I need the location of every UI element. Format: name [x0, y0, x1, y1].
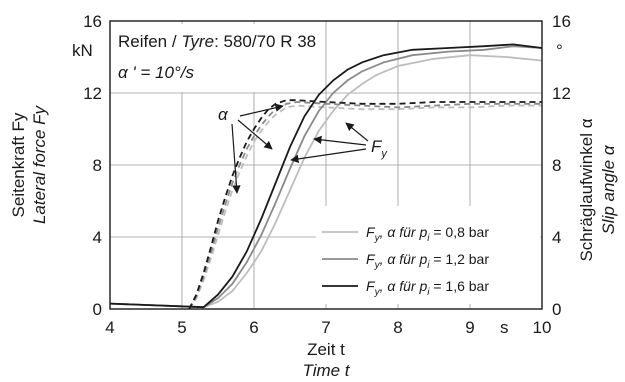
y-axis-title-en: Lateral force Fy: [30, 104, 49, 224]
y2-tick-label: 16: [552, 12, 571, 31]
y2-axis-title: Schräglaufwinkel α: [577, 118, 596, 261]
y-tick-label: 4: [93, 228, 102, 247]
x-unit: s: [500, 318, 509, 337]
y-tick-label: 0: [93, 300, 102, 319]
y2-unit: °: [556, 41, 563, 60]
slip-angle-line-2: [188, 101, 542, 310]
x-tick-label: 5: [177, 318, 186, 337]
y-axis-title: Seitenkraft Fy: [9, 112, 28, 217]
legend-box: [316, 206, 540, 304]
force-arrows: [290, 122, 369, 164]
series-group: [109, 43, 543, 310]
x-axis-title-en: Time t: [302, 361, 350, 380]
y-tick-label: 12: [83, 84, 102, 103]
rate-annotation: α ' = 10°/s: [118, 63, 194, 82]
y2-tick-label: 4: [552, 228, 561, 247]
y-tick-label: 8: [93, 156, 102, 175]
x-axis-title: Zeit t: [307, 340, 345, 359]
x-tick-label: 9: [465, 318, 474, 337]
x-tick-label: 8: [393, 318, 402, 337]
legend-entry: Fy, α für pi = 0,8 bar: [366, 224, 489, 244]
legend-entry: Fy, α für pi = 1,2 bar: [366, 251, 489, 271]
y2-tick-label: 0: [552, 300, 561, 319]
y2-axis-title-en: Slip angle α: [599, 144, 618, 234]
legend-entry: Fy, α für pi = 1,6 bar: [366, 278, 489, 298]
lateral-force-line-1: [109, 54, 543, 309]
x-tick-label: 10: [533, 318, 552, 337]
x-tick-label: 4: [105, 318, 114, 337]
annotation-box: [113, 24, 283, 92]
force-callout: Fy: [371, 137, 388, 160]
legend: Fy, α für pi = 0,8 bar Fy, α für pi = 1,2…: [322, 224, 489, 298]
y2-tick-label: 12: [552, 84, 571, 103]
alpha-arrows: [231, 103, 284, 194]
plot-frame: [109, 20, 543, 310]
y2-tick-label: 8: [552, 156, 561, 175]
lateral-force-line-3: [109, 43, 543, 309]
tyre-annotation: Reifen / Tyre: 580/70 R 38: [118, 32, 316, 51]
slip-angle-line-3: [188, 99, 542, 310]
x-tick-label: 6: [249, 318, 258, 337]
y-unit: kN: [72, 41, 93, 60]
alpha-callout: α: [218, 105, 229, 124]
x-tick-label: 7: [321, 318, 330, 337]
y-tick-label: 16: [83, 12, 102, 31]
lateral-force-line-2: [109, 45, 543, 309]
